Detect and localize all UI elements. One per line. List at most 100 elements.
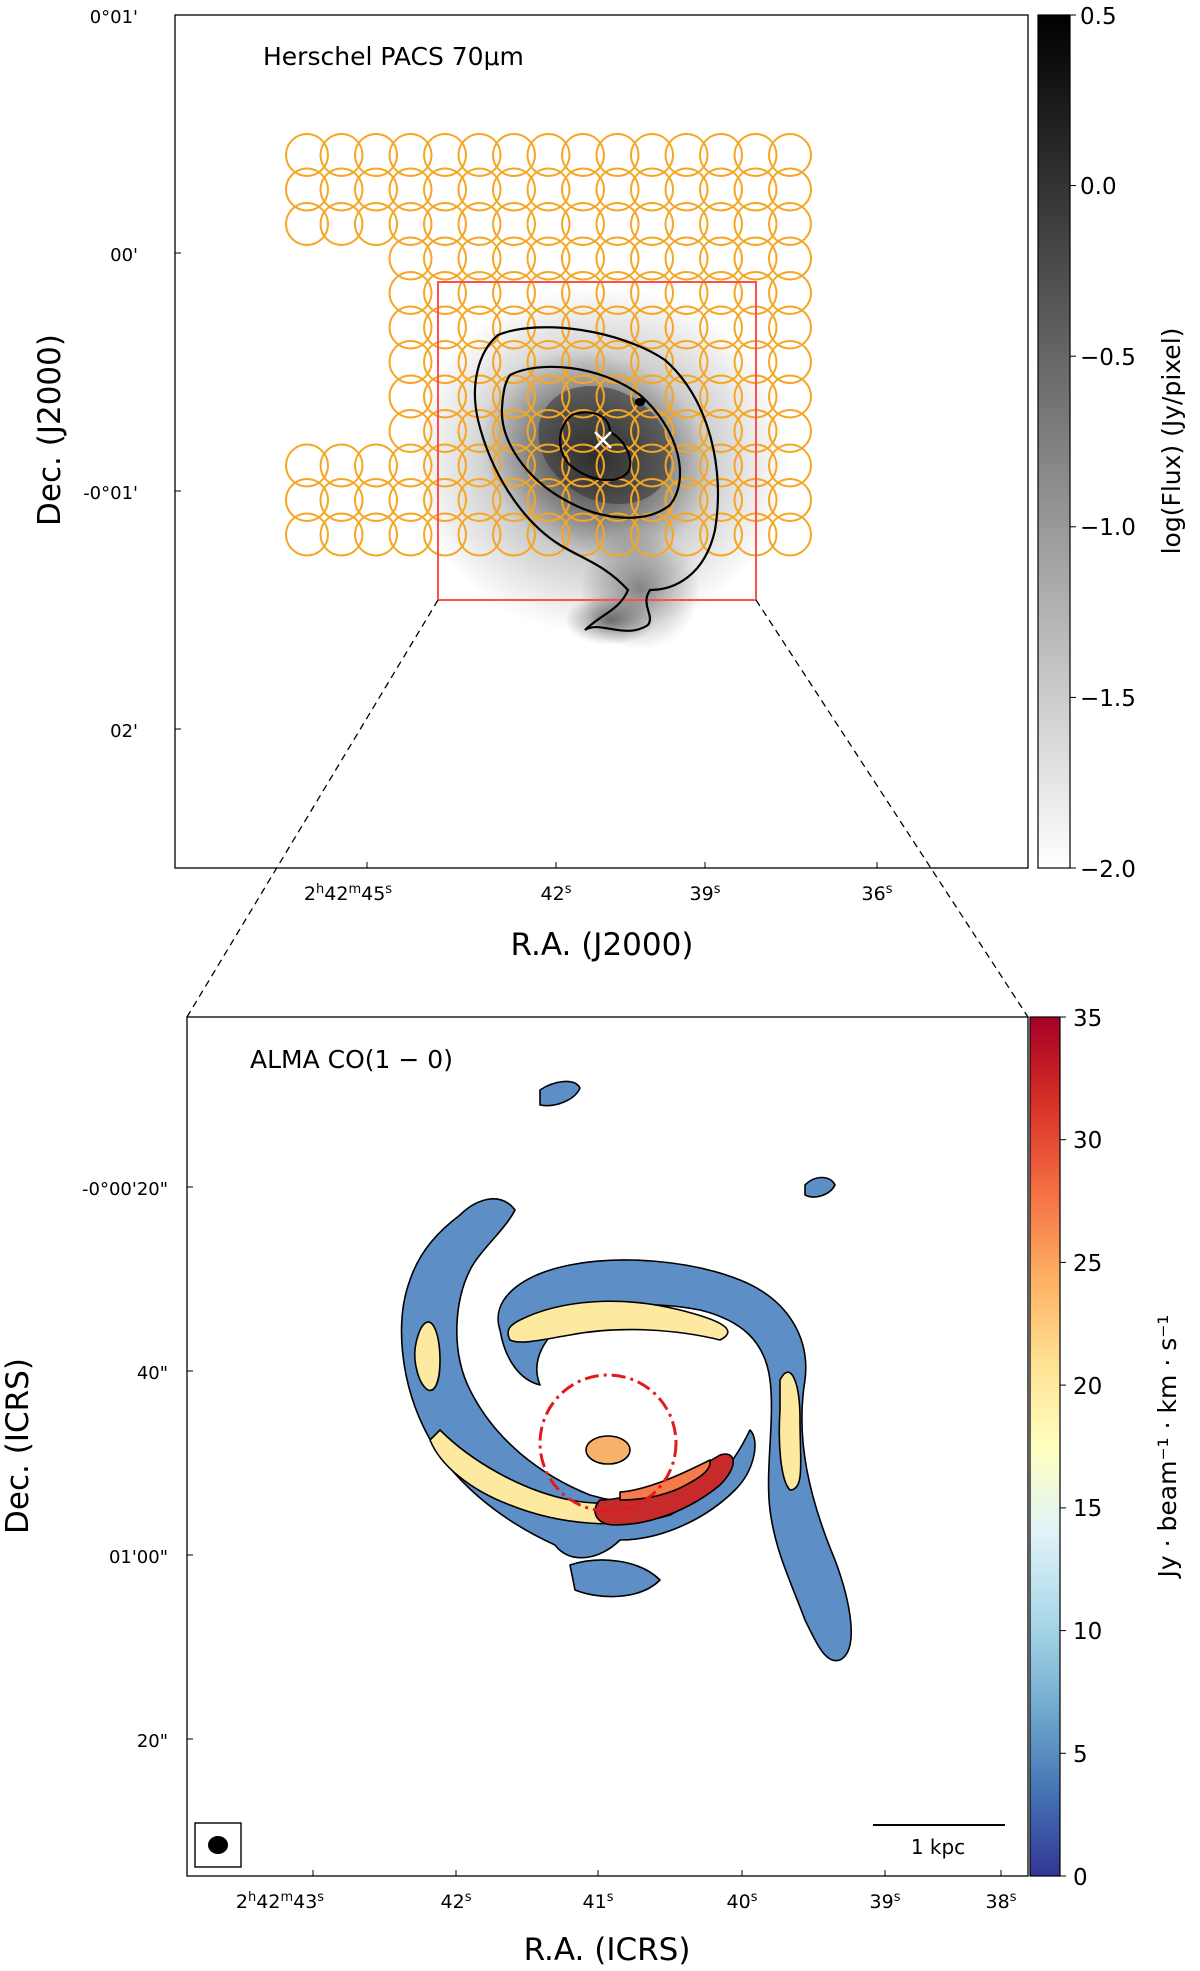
bottom-x-tick-label: 38s xyxy=(986,1890,1017,1913)
aperture-circle xyxy=(630,271,674,315)
aperture-circle xyxy=(354,167,398,212)
aperture-circle xyxy=(423,340,467,384)
aperture-circle xyxy=(492,202,536,246)
aperture-circle xyxy=(423,305,467,350)
aperture-circle xyxy=(423,512,467,557)
aperture-circle xyxy=(595,512,640,557)
aperture-circle xyxy=(630,305,674,350)
aperture-circle xyxy=(319,443,364,488)
bottom-x-tick-label: 40s xyxy=(727,1890,758,1913)
aperture-circle xyxy=(733,167,778,212)
aperture-circle xyxy=(388,271,433,315)
aperture-circle xyxy=(630,167,674,212)
aperture-circle xyxy=(354,512,398,557)
aperture-circle xyxy=(768,409,812,453)
aperture-circle xyxy=(561,202,605,246)
aperture-circle xyxy=(388,133,433,177)
aperture-circle xyxy=(457,443,502,488)
aperture-circle xyxy=(768,202,812,246)
aperture-circle xyxy=(526,236,571,281)
top-y-tick-label: 00' xyxy=(110,245,138,266)
aperture-circle xyxy=(768,271,812,315)
top-x-axis xyxy=(366,862,878,868)
aperture-circle xyxy=(595,409,640,453)
top-y-tick-label: 02' xyxy=(110,721,138,742)
aperture-circle xyxy=(664,305,709,350)
scale-bar: 1 kpc xyxy=(873,1824,1005,1859)
bottom-x-tick-label: 42s xyxy=(441,1890,472,1913)
bottom-y-tick-label: 01'00" xyxy=(109,1547,168,1568)
top-cbar-tick: −1.0 xyxy=(1080,515,1136,541)
aperture-circle xyxy=(664,512,709,557)
aperture-circle xyxy=(457,409,502,453)
bottom-cbar-tick: 15 xyxy=(1073,1496,1102,1522)
bottom-panel: ALMA CO(1 − 0) 1 kpc -0°00'20" 40" 01'00… xyxy=(0,1006,1182,1968)
bottom-cbar-tick: 10 xyxy=(1073,1619,1102,1645)
aperture-circle xyxy=(768,305,812,350)
co-clump xyxy=(804,1176,836,1198)
aperture-circle xyxy=(630,374,674,419)
aperture-circle xyxy=(561,374,605,419)
bottom-cbar-tick: 30 xyxy=(1073,1128,1102,1154)
aperture-circle xyxy=(526,512,571,557)
aperture-circle xyxy=(319,202,364,246)
aperture-circle xyxy=(285,167,329,212)
aperture-circle xyxy=(457,374,502,419)
aperture-circle xyxy=(526,202,571,246)
zoom-connectors xyxy=(186,599,1029,1018)
aperture-circle xyxy=(457,512,502,557)
aperture-circle xyxy=(630,340,674,384)
beam-marker xyxy=(194,1822,242,1868)
aperture-circle xyxy=(699,374,743,419)
aperture-circle xyxy=(664,443,709,488)
aperture-circle xyxy=(526,409,571,453)
bottom-x-tick-label: 2h42m43s xyxy=(236,1890,324,1913)
aperture-circle xyxy=(768,374,812,419)
aperture-circle xyxy=(630,133,674,177)
aperture-circle xyxy=(664,478,709,522)
contour-inner xyxy=(559,411,632,482)
aperture-circle xyxy=(595,340,640,384)
aperture-circle xyxy=(664,409,709,453)
aperture-circle xyxy=(595,271,640,315)
aperture-circle xyxy=(561,133,605,177)
bottom-y-tick-label: 40" xyxy=(137,1363,168,1384)
aperture-circle xyxy=(526,271,571,315)
aperture-circle xyxy=(285,443,329,488)
aperture-circle xyxy=(699,512,743,557)
aperture-circle xyxy=(354,478,398,522)
co-ridge-west xyxy=(413,1321,441,1392)
central-aperture-circle xyxy=(538,1373,678,1513)
aperture-circle xyxy=(664,202,709,246)
aperture-circle xyxy=(319,167,364,212)
aperture-circle xyxy=(595,236,640,281)
aperture-circle xyxy=(699,167,743,212)
top-emission xyxy=(410,285,790,650)
aperture-circle xyxy=(388,443,433,488)
scale-bar-label: 1 kpc xyxy=(911,1835,965,1859)
aperture-circle xyxy=(388,340,433,384)
co-emission xyxy=(400,1080,852,1662)
bottom-x-tick-label: 41s xyxy=(583,1890,614,1913)
aperture-circle xyxy=(768,167,812,212)
bottom-y-axis-label: Dec. (ICRS) xyxy=(0,1358,36,1534)
top-x-tick-label: 39s xyxy=(690,882,721,905)
aperture-circle xyxy=(492,374,536,419)
aperture-circle xyxy=(388,512,433,557)
aperture-circle xyxy=(699,133,743,177)
aperture-circle xyxy=(733,236,778,281)
aperture-circle xyxy=(699,305,743,350)
aperture-circle xyxy=(423,271,467,315)
top-panel-title: Herschel PACS 70μm xyxy=(263,42,524,71)
zoom-region-box xyxy=(437,281,757,601)
aperture-circle xyxy=(561,236,605,281)
aperture-circle xyxy=(423,236,467,281)
aperture-circle xyxy=(561,512,605,557)
top-cbar-tick: −0.5 xyxy=(1080,345,1136,371)
aperture-circle xyxy=(319,133,364,177)
aperture-circle xyxy=(423,478,467,522)
aperture-circle xyxy=(457,478,502,522)
aperture-circle xyxy=(492,478,536,522)
bottom-cbar-tick: 0 xyxy=(1073,1865,1088,1891)
aperture-circle xyxy=(595,133,640,177)
